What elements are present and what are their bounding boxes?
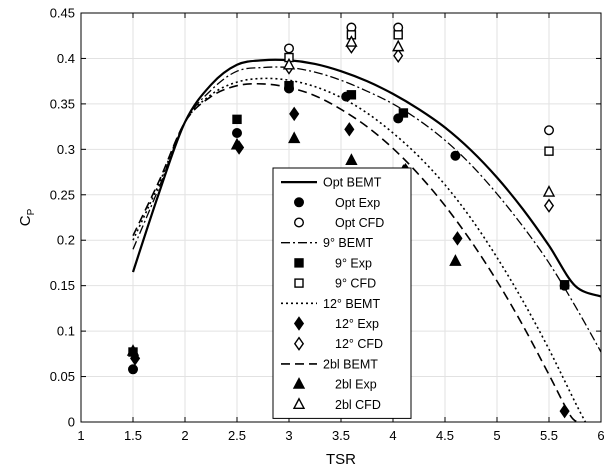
data-point [127, 364, 138, 375]
legend-label: Opt CFD [335, 216, 384, 230]
data-point [230, 137, 244, 150]
x-tick-label: 1 [77, 428, 84, 443]
series-2bl-bemt [132, 82, 579, 423]
series-line [132, 77, 587, 423]
y-tick-label: 0.2 [57, 233, 75, 248]
series-line [131, 58, 602, 298]
legend-label: Opt Exp [335, 196, 380, 210]
data-point [346, 90, 357, 100]
series-2bl-cfd [282, 35, 556, 197]
y-tick-label: 0.15 [50, 278, 75, 293]
y-tick-label: 0.1 [57, 324, 75, 339]
legend-marker-symbol [294, 258, 304, 268]
legend-entry: 12° BEMT [281, 297, 380, 311]
legend-label: 2bl CFD [335, 398, 381, 412]
y-axis-label-main: C [17, 215, 34, 226]
data-point [398, 108, 409, 118]
data-point [126, 344, 140, 356]
series-line [132, 82, 579, 423]
legend-marker-symbol [292, 397, 306, 409]
legend-marker-symbol [294, 278, 304, 288]
legend-label: 9° Exp [335, 256, 372, 270]
series-12deg-bemt [132, 77, 587, 423]
legend-marker-symbol [293, 316, 305, 331]
y-tick-label: 0.45 [50, 6, 75, 21]
legend-entry: Opt CFD [294, 216, 384, 230]
axis-ticks: 1 1.5 2 2.5 3 3.5 4 4.5 5 5.5 6 0 0.05 0.1 0.15 0.2 0.25… [50, 6, 605, 444]
x-tick-label: 3 [285, 428, 292, 443]
legend-label: 2bl BEMT [323, 357, 378, 371]
x-tick-label: 4.5 [436, 428, 454, 443]
y-tick-label: 0.25 [50, 187, 75, 202]
legend-label: 9° BEMT [323, 236, 374, 250]
data-point [449, 254, 462, 266]
data-point [542, 185, 556, 197]
legend-entry: 9° BEMT [281, 236, 374, 250]
legend-entry: 2bl CFD [292, 397, 381, 412]
data-point [559, 280, 570, 290]
x-tick-label: 2.5 [228, 428, 246, 443]
data-point [392, 39, 405, 52]
legend-box [272, 167, 412, 419]
data-point [393, 48, 404, 63]
data-point [288, 131, 301, 144]
data-point [544, 125, 555, 136]
series-line [132, 66, 602, 353]
legend-label: Opt BEMT [323, 176, 382, 190]
y-axis-label: CP [17, 208, 37, 226]
data-point [284, 81, 294, 91]
y-tick-label: 0.4 [57, 51, 75, 66]
data-point [452, 231, 463, 246]
legend-label: 12° CFD [335, 337, 383, 351]
series-layer [126, 22, 602, 423]
legend-marker-symbol [294, 217, 305, 228]
x-tick-label: 3.5 [332, 428, 350, 443]
legend-label: 12° BEMT [323, 297, 380, 311]
data-point [450, 150, 461, 161]
y-tick-label: 0.35 [50, 96, 75, 111]
x-tick-label: 5 [493, 428, 500, 443]
plot-frame [80, 12, 602, 423]
data-point [284, 43, 295, 54]
data-point [344, 122, 355, 137]
legend-marker-symbol [294, 197, 305, 208]
legend-entry: 12° Exp [293, 316, 379, 331]
x-tick-label: 2 [181, 428, 188, 443]
legend: Opt BEMT Opt Exp Opt CFD 9° BEMT 9° Exp 9° CF… [272, 167, 412, 419]
y-tick-label: 0.05 [50, 369, 75, 384]
legend-marker-symbol [292, 377, 306, 389]
series-opt-bemt [131, 58, 602, 298]
data-point [282, 57, 296, 70]
data-point [544, 146, 554, 156]
x-tick-label: 6 [597, 428, 604, 443]
legend-label: 9° CFD [335, 277, 376, 291]
svg-text:CP: CP [17, 208, 37, 226]
legend-label: 12° Exp [335, 317, 379, 331]
legend-marker-symbol [293, 336, 305, 351]
legend-entry: 2bl Exp [292, 377, 377, 392]
x-axis-label: TSR [326, 451, 356, 468]
legend-entry: 12° CFD [293, 336, 383, 351]
legend-entry: Opt BEMT [281, 176, 382, 190]
x-tick-label: 4 [389, 428, 396, 443]
data-point [393, 30, 403, 40]
series-9deg-bemt [132, 66, 602, 353]
y-tick-label: 0.3 [57, 142, 75, 157]
data-point [289, 106, 300, 122]
y-axis-label-subscript: P [26, 208, 37, 215]
legend-label: 2bl Exp [335, 378, 377, 392]
data-point [345, 35, 358, 47]
data-point [231, 127, 242, 138]
legend-entry: 2bl BEMT [281, 357, 378, 371]
data-point [232, 114, 242, 125]
x-tick-label: 5.5 [540, 428, 558, 443]
x-tick-label: 1.5 [124, 428, 142, 443]
data-point [543, 198, 555, 213]
data-point [345, 153, 358, 165]
y-tick-label: 0 [68, 415, 75, 430]
legend-entry: 9° Exp [294, 256, 372, 270]
legend-entry: Opt Exp [294, 196, 380, 210]
legend-entry: 9° CFD [294, 277, 376, 291]
